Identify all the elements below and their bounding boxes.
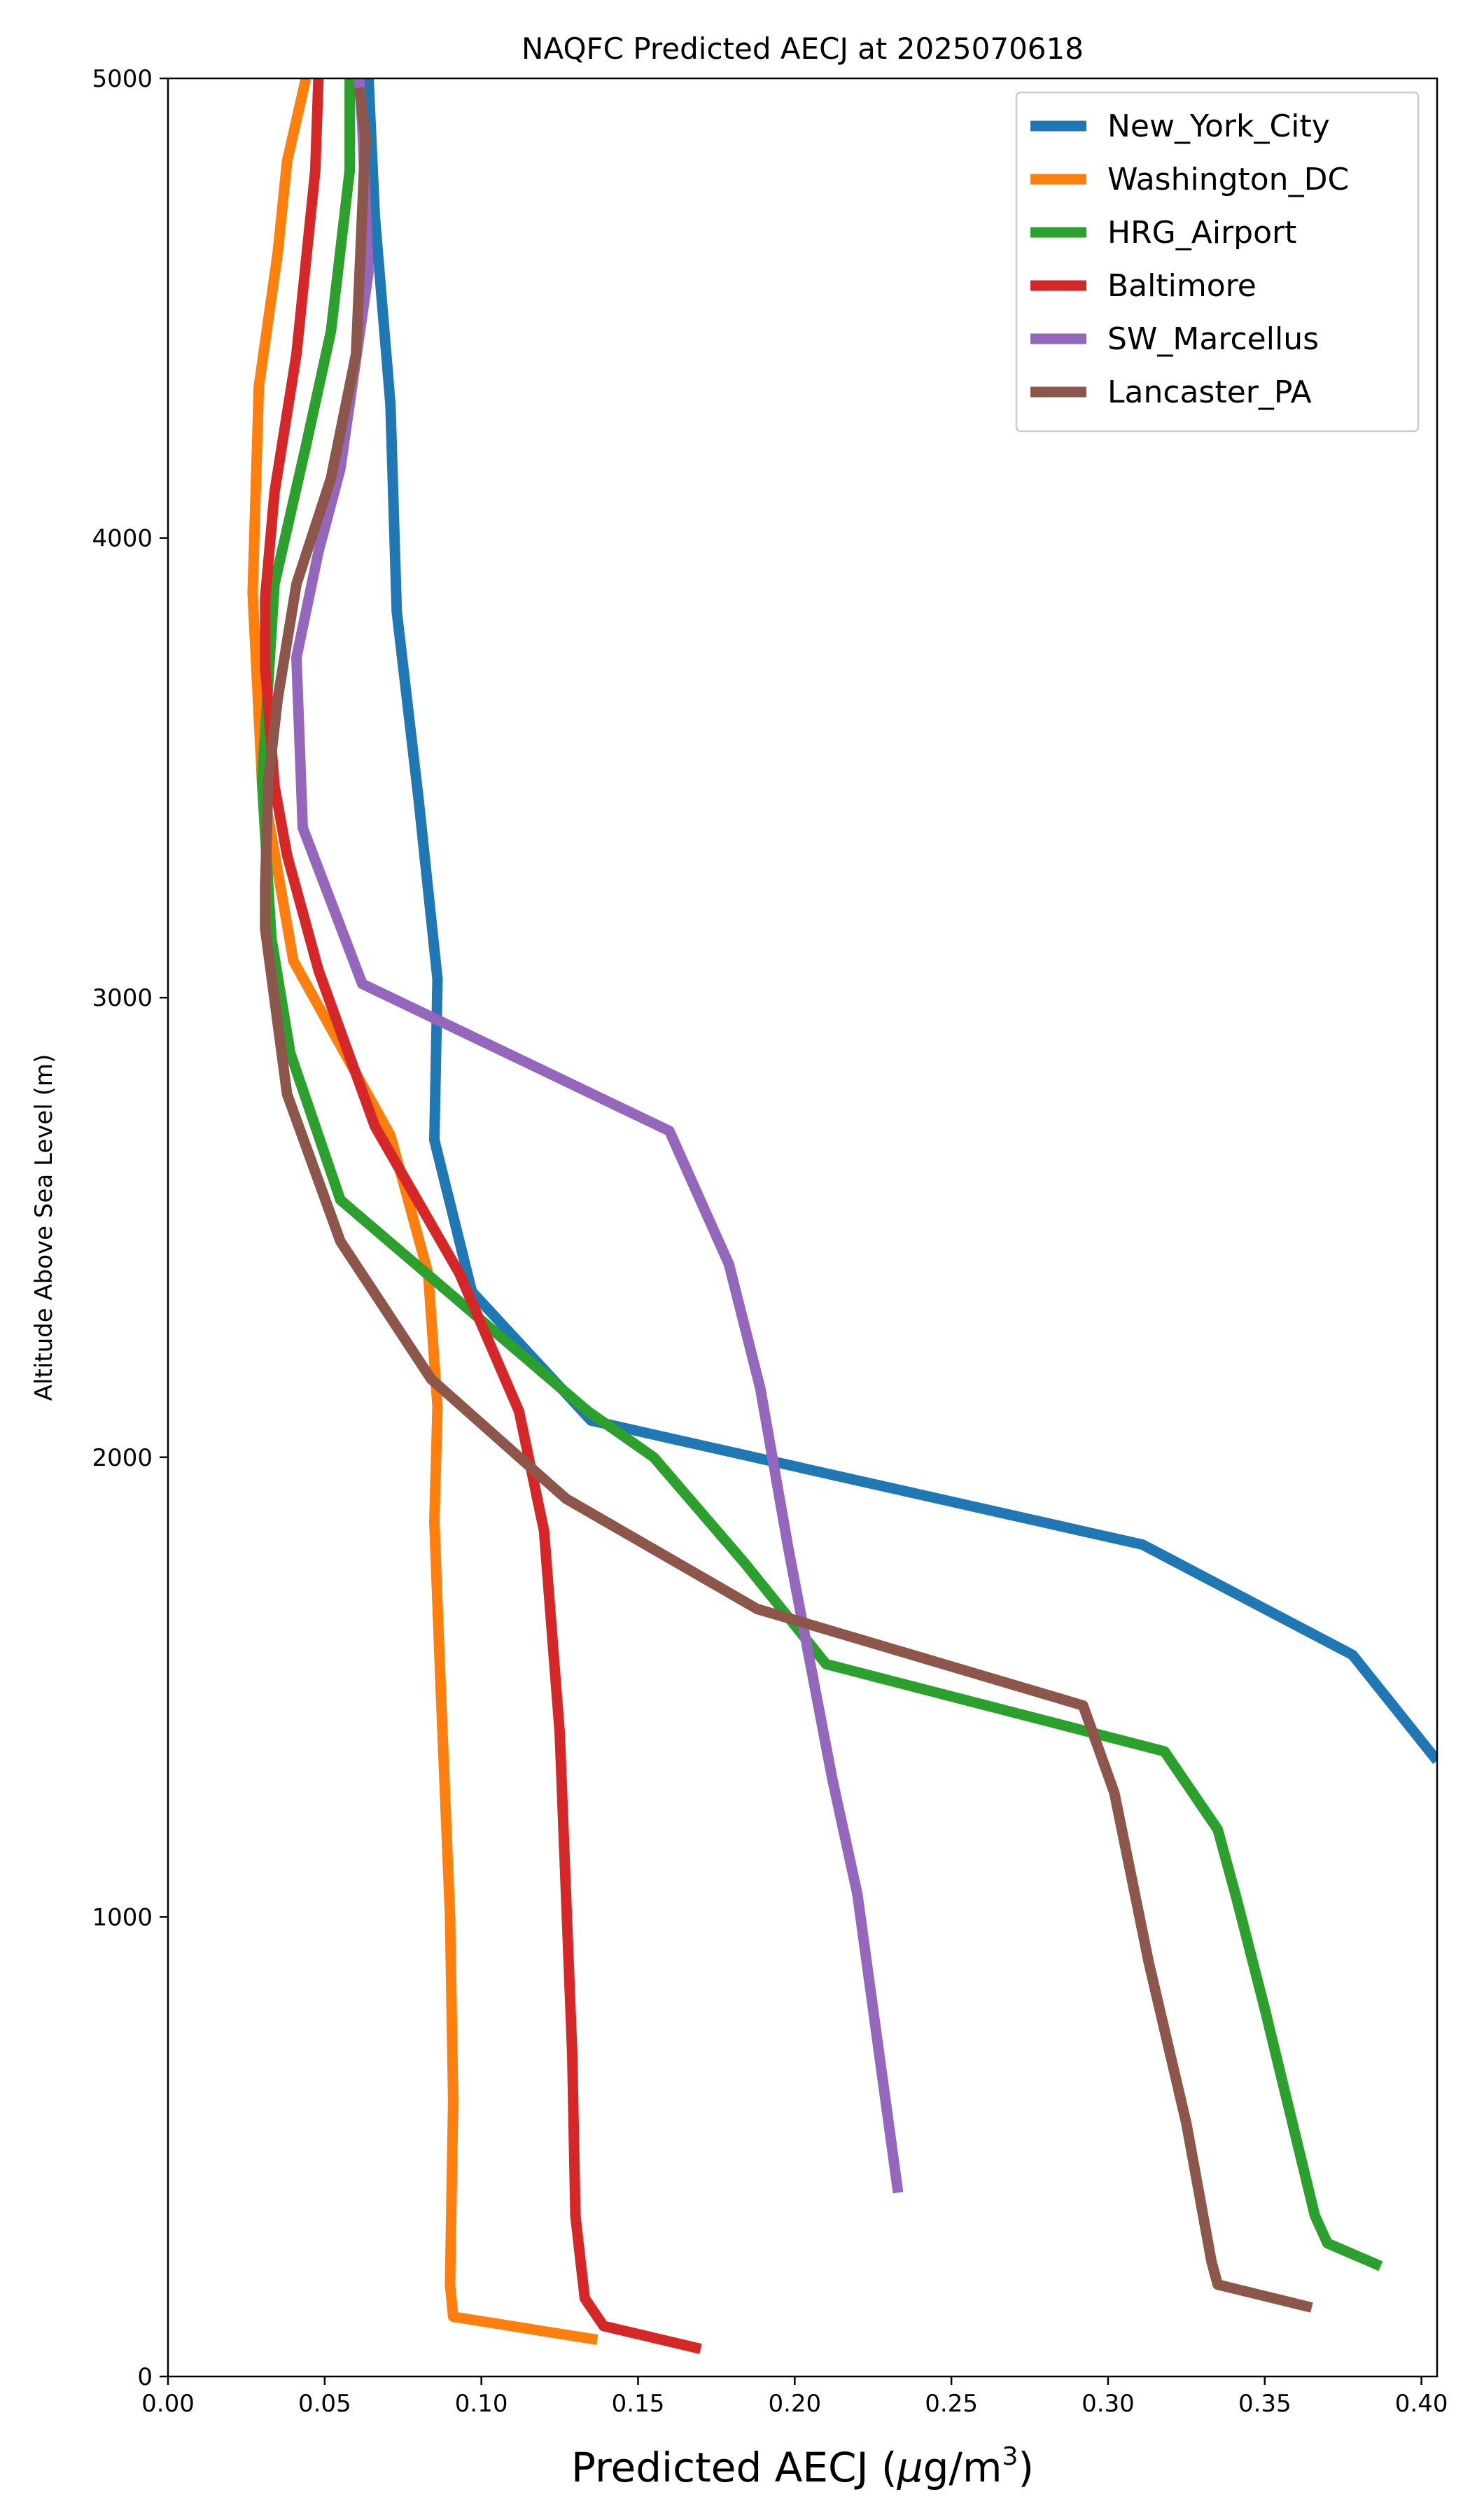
series-layer (247, 78, 1437, 2354)
x-tick-label: 0.00 (141, 2390, 195, 2418)
y-tick-label: 2000 (92, 1444, 153, 1472)
y-tick-label: 4000 (92, 525, 153, 553)
x-axis-label-unit: g/m (923, 2444, 1002, 2491)
x-tick-label: 0.20 (768, 2390, 821, 2418)
x-axis-label-prefix: Predicted AECJ ( (571, 2444, 897, 2491)
legend-label: Lancaster_PA (1107, 374, 1312, 410)
y-axis: 0 1000 2000 3000 4000 5000 (92, 65, 168, 2391)
legend-label: New_York_City (1107, 108, 1330, 144)
x-tick-label: 0.05 (298, 2390, 351, 2418)
plot-frame (167, 77, 1438, 2378)
series-line-Baltimore (260, 78, 702, 2354)
legend-label: Washington_DC (1107, 162, 1349, 197)
x-axis-label: Predicted AECJ (μg/m3) (571, 2442, 1034, 2491)
x-tick-label: 0.15 (612, 2390, 665, 2418)
y-tick-label: 1000 (92, 1903, 153, 1931)
y-tick-label: 5000 (92, 65, 153, 93)
y-axis-label: Altitude Above Sea Level (m) (30, 1054, 58, 1401)
x-tick-label: 0.35 (1238, 2390, 1292, 2418)
series-line-HRG_Airport (256, 78, 1383, 2272)
x-axis-label-mu: μ (897, 2444, 923, 2491)
y-tick-label: 0 (137, 2363, 153, 2391)
x-tick-label: 0.10 (455, 2390, 508, 2418)
x-tick-label: 0.40 (1395, 2390, 1448, 2418)
x-tick-label: 0.25 (925, 2390, 978, 2418)
y-tick-label: 3000 (92, 984, 153, 1012)
x-tick-label: 0.30 (1082, 2390, 1135, 2418)
x-axis: 0.00 0.05 0.10 0.15 0.20 0.25 0.30 0.35 0.40 (141, 2376, 1448, 2418)
legend: New_York_City Washington_DC HRG_Airport Bal… (1015, 91, 1420, 433)
legend-label: Baltimore (1107, 268, 1256, 304)
legend-label: HRG_Airport (1107, 215, 1296, 251)
series-line-Lancaster_PA (260, 87, 1313, 2313)
x-axis-label-exponent: 3 (1002, 2442, 1018, 2471)
chart-title: NAQFC Predicted AECJ at 2025070618 (522, 31, 1084, 66)
series-line-New_York_City (363, 78, 1437, 1764)
legend-box (1015, 91, 1420, 433)
x-axis-label-suffix: ) (1018, 2444, 1034, 2491)
legend-label: SW_Marcellus (1107, 321, 1319, 357)
